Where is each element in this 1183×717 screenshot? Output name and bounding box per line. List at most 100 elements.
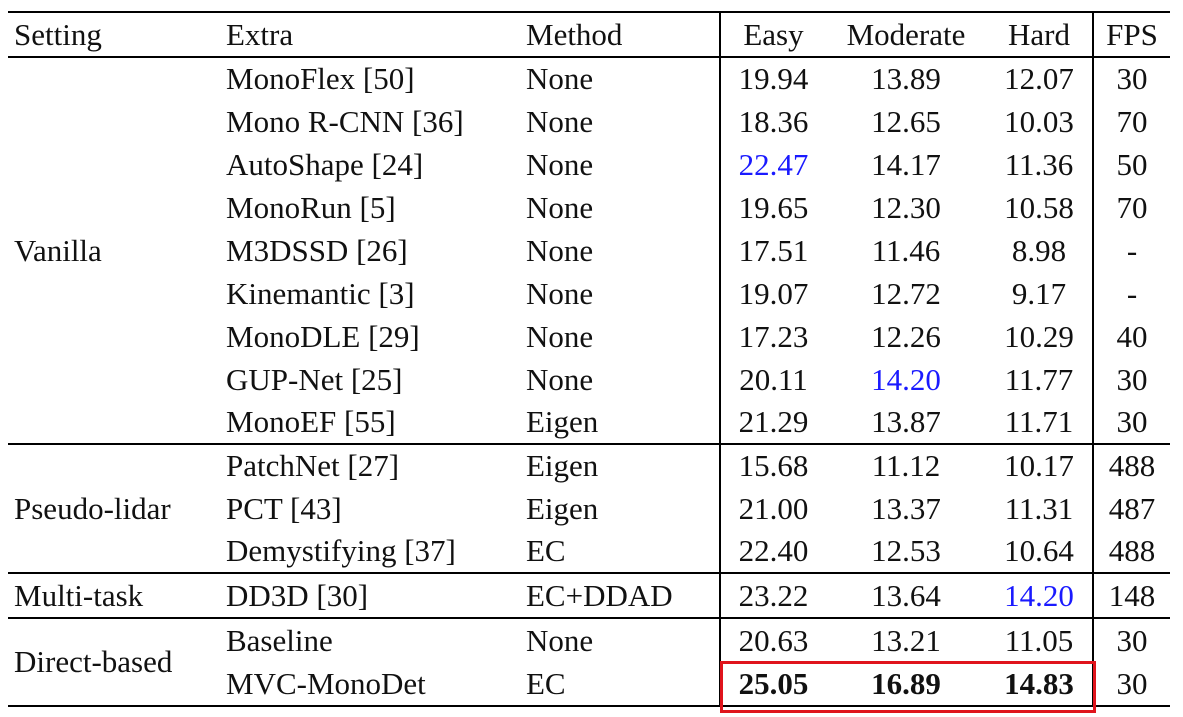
method: Eigen [526, 404, 599, 439]
extra: GUP-Net [25] [226, 361, 403, 397]
value: - [1092, 272, 1170, 315]
value: 20.11 [719, 358, 826, 401]
column-header: Hard [986, 11, 1093, 58]
value: 22.47 [719, 143, 826, 186]
value: 30 [1092, 358, 1170, 401]
value: 17.51 [719, 229, 826, 272]
value: 15.68 [719, 443, 826, 487]
column-header: Moderate [826, 11, 986, 58]
value: 12.26 [871, 318, 941, 354]
value: 14.20 [871, 361, 941, 397]
table-row: MonoEF [55] Eigen 21.29 13.87 11.71 30 [8, 401, 1170, 444]
table-row: MVC-MonoDet EC 25.05 16.89 14.83 30 [8, 662, 1170, 707]
method: None [526, 189, 594, 225]
column-header: Setting [8, 11, 220, 58]
value: 488 [1092, 443, 1170, 487]
table-row: Direct-based Baseline None 20.63 13.21 11.05 3… [8, 617, 1170, 707]
value: 14.17 [871, 146, 941, 182]
value: 30 [1092, 617, 1170, 662]
extra: PCT [43] [226, 490, 342, 526]
value: 19.07 [719, 272, 826, 315]
value: 12.72 [871, 275, 941, 311]
method: Eigen [520, 443, 720, 487]
method: None [526, 61, 594, 96]
value: 16.89 [826, 662, 986, 707]
method: Eigen [526, 490, 599, 526]
setting-label: Multi-task [8, 572, 220, 618]
value: 12.07 [1004, 61, 1074, 96]
value: 13.21 [826, 617, 986, 662]
value: 13.37 [871, 490, 941, 526]
value: 19.94 [719, 57, 826, 100]
extra: MonoEF [55] [226, 404, 396, 439]
method: EC [526, 533, 566, 568]
value: 40 [1092, 315, 1170, 358]
value: 11.36 [1004, 146, 1074, 182]
value: 70 [1092, 186, 1170, 229]
value: 8.98 [1011, 232, 1067, 268]
method: None [526, 275, 594, 311]
method: None [526, 103, 594, 139]
value: 70 [1092, 100, 1170, 143]
value: 14.83 [986, 662, 1093, 707]
value: 9.17 [1011, 275, 1067, 311]
value: 487 [1092, 487, 1170, 530]
value: 23.22 [719, 572, 826, 618]
table-row: M3DSSD [26] None 17.51 11.46 8.98- [8, 229, 1170, 272]
column-header: FPS [1092, 11, 1170, 58]
extra: Demystifying [37] [226, 533, 456, 568]
value: 11.31 [1004, 490, 1074, 526]
value: 21.29 [719, 401, 826, 444]
value: 25.05 [719, 662, 826, 707]
value: 21.00 [719, 487, 826, 530]
extra: DD3D [30] [220, 572, 520, 618]
extra: AutoShape [24] [226, 146, 424, 182]
method: None [526, 232, 594, 268]
value: 17.23 [719, 315, 826, 358]
value: 11.71 [1004, 404, 1074, 439]
value: 11.77 [1004, 361, 1074, 397]
table-row: Multi-task DD3D [30] EC+DDAD 23.22 13.64 14.2… [8, 572, 1170, 618]
value: 30 [1092, 401, 1170, 444]
table-row: Mono R-CNN [36] None 18.36 12.65 10.03 70 [8, 100, 1170, 143]
method: EC [520, 662, 720, 707]
table-row: MonoRun [5] None 19.65 12.30 10.58 70 [8, 186, 1170, 229]
extra: MVC-MonoDet [220, 662, 520, 707]
value: 488 [1092, 530, 1170, 573]
value: 18.36 [719, 100, 826, 143]
setting-label: Direct-based [8, 617, 220, 707]
value: 10.58 [1004, 189, 1074, 225]
value: 12.65 [871, 103, 941, 139]
value: 14.20 [986, 572, 1093, 618]
column-header: Method [520, 11, 720, 58]
table-row: Demystifying [37] EC 22.40 12.53 10.64 488 [8, 530, 1170, 573]
table-row: PCT [43] Eigen 21.00 13.37 11.31 487 [8, 487, 1170, 530]
value: 148 [1092, 572, 1170, 618]
column-header: Extra [220, 11, 520, 58]
value: 10.03 [1004, 103, 1074, 139]
highlight-box [720, 661, 1096, 713]
method: None [526, 361, 594, 397]
results-table: Setting Extra Method Easy Moderate Hard FPS Van… [8, 11, 1170, 707]
value: 10.17 [986, 443, 1093, 487]
value: 19.65 [719, 186, 826, 229]
table-row: Kinemantic [3] None 19.07 12.72 9.17- [8, 272, 1170, 315]
table-row: Pseudo-lidar PatchNet [27] Eigen 15.68 11.12… [8, 443, 1170, 573]
header-row: Setting Extra Method Easy Moderate Hard FPS [8, 11, 1170, 58]
value: 11.46 [871, 232, 941, 268]
setting-label: Pseudo-lidar [8, 443, 220, 573]
value: 13.87 [871, 404, 941, 439]
column-header: Easy [719, 11, 826, 58]
table-row: AutoShape [24] None 22.47 14.17 11.36 50 [8, 143, 1170, 186]
value: 10.29 [1004, 318, 1074, 354]
value: 10.64 [1004, 533, 1074, 568]
extra: Kinemantic [3] [226, 275, 415, 311]
extra: MonoDLE [29] [226, 318, 420, 354]
value: 22.40 [719, 530, 826, 573]
value: 13.64 [826, 572, 986, 618]
method: None [520, 617, 720, 662]
table-row: MonoDLE [29] None 17.23 12.26 10.29 40 [8, 315, 1170, 358]
value: 12.53 [871, 533, 941, 568]
setting-label: Vanilla [14, 232, 102, 268]
